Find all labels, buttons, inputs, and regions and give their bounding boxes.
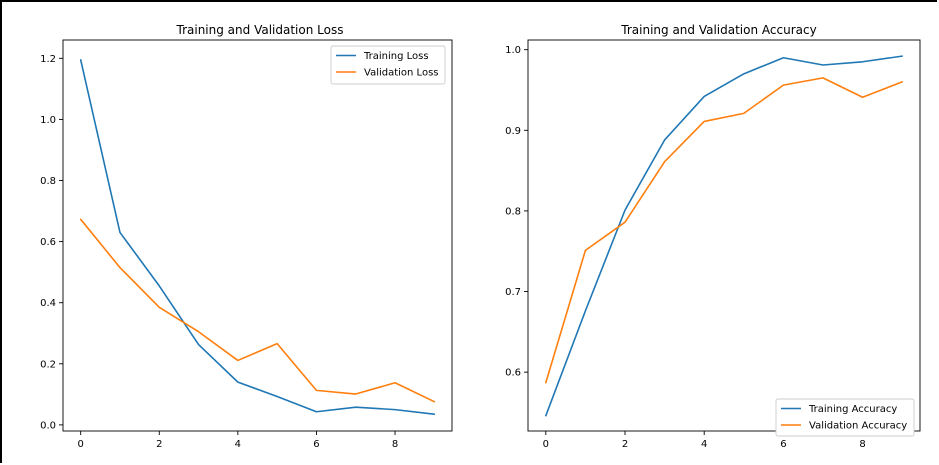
accuracy-chart-legend: Training Accuracy Validation Accuracy (775, 398, 915, 437)
loss-ytick-label: 0.4 (40, 298, 56, 309)
accuracy-xtick-label: 2 (622, 439, 628, 450)
accuracy-series-line-validation (545, 77, 903, 384)
loss-ytick-label: 1.0 (40, 115, 56, 126)
accuracy-ytick-label: 0.6 (505, 368, 521, 379)
loss-legend-label-training: Training Loss (363, 51, 429, 62)
loss-xtick-label: 6 (313, 439, 319, 450)
loss-chart-axes-frame (62, 39, 453, 432)
accuracy-chart-axes-frame (527, 39, 921, 432)
accuracy-chart-series (545, 55, 903, 417)
loss-chart-legend: Training Loss Validation Loss (330, 45, 446, 85)
accuracy-chart-legend-box (775, 398, 915, 437)
loss-series-line-training (79, 59, 436, 416)
loss-ytick-label: 0.6 (40, 237, 56, 248)
accuracy-ytick-label: 1.0 (505, 45, 521, 56)
accuracy-legend-label-validation: Validation Accuracy (809, 421, 907, 432)
accuracy-xtick-label: 0 (543, 439, 549, 450)
loss-xtick-label: 0 (77, 439, 83, 450)
accuracy-chart-title: Training and Validation Accuracy (620, 23, 816, 37)
accuracy-series-line-training (545, 55, 903, 417)
loss-legend-label-validation: Validation Loss (364, 68, 439, 79)
loss-chart-yticks: 0.0 0.2 0.4 0.6 0.8 1.0 1.2 (40, 54, 63, 431)
loss-ytick-label: 0.0 (40, 420, 56, 431)
accuracy-ytick-label: 0.9 (505, 126, 521, 137)
loss-chart-legend-box (330, 45, 446, 85)
loss-ytick-label: 1.2 (40, 54, 56, 65)
accuracy-chart-yticks: 0.6 0.7 0.8 0.9 1.0 (505, 45, 528, 379)
loss-xtick-label: 8 (392, 439, 398, 450)
accuracy-xtick-label: 6 (780, 439, 786, 450)
loss-chart-xticks: 0 2 4 6 8 (77, 431, 398, 450)
loss-chart-title: Training and Validation Loss (176, 23, 344, 37)
loss-ytick-label: 0.8 (40, 176, 56, 187)
accuracy-ytick-label: 0.8 (505, 206, 521, 217)
loss-xtick-label: 2 (156, 439, 162, 450)
loss-chart-series (79, 59, 436, 416)
accuracy-xtick-label: 4 (701, 439, 707, 450)
accuracy-ytick-label: 0.7 (505, 287, 521, 298)
accuracy-xtick-label: 8 (859, 439, 865, 450)
loss-ytick-label: 0.2 (40, 359, 56, 370)
accuracy-legend-label-training: Training Accuracy (808, 404, 897, 415)
loss-series-line-validation (79, 218, 436, 403)
loss-xtick-label: 4 (235, 439, 241, 450)
accuracy-chart: Training and Validation Accuracy 0 2 4 6 8 0… (505, 23, 921, 450)
